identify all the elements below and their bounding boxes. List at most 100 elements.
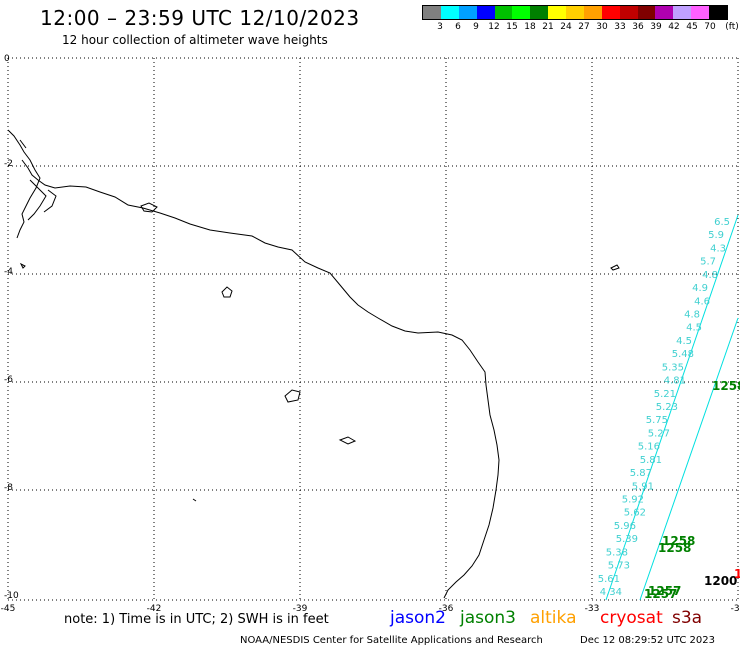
swh-label: 4.34 [600,587,622,598]
colorbar-swatch [476,6,495,19]
wave-height-colorbar [422,5,728,20]
colorbar-label: 6 [455,22,461,32]
footer-note: note: 1) Time is in UTC; 2) SWH is in fe… [64,612,329,627]
satellite-legend-item: jason3 [460,608,516,628]
swh-label: 5.92 [622,495,644,506]
colorbar-swatch [548,6,566,19]
colorbar-swatch [583,6,602,19]
satellite-legend-item: cryosat [600,608,663,628]
track-time-label: 1258 [712,379,740,393]
colorbar-swatch [530,6,549,19]
coastline-west-detail [7,129,57,239]
swh-label: 6.5 [714,217,730,228]
swh-label: 5.48 [672,349,694,360]
swh-label: 4.6 [694,296,710,307]
swh-label: 5.21 [654,389,676,400]
lon-tick-label: -39 [293,604,308,614]
lon-tick-label: -42 [147,604,162,614]
track-line [639,317,739,601]
colorbar-swatch [691,6,709,19]
swh-label: 5.91 [632,481,654,492]
swh-label: 5.23 [656,402,678,413]
swh-label: 5.96 [614,521,636,532]
credit-line: NOAA/NESDIS Center for Satellite Applica… [240,635,543,646]
lat-tick-label: -6 [4,375,13,385]
track-time-label: 1 [734,567,740,581]
swh-label: 5.39 [616,534,638,545]
colorbar-swatch [637,6,656,19]
lat-tick-label: -4 [4,267,13,277]
colorbar-swatch [655,6,674,19]
colorbar-label: 36 [632,22,644,32]
island [338,436,357,445]
coastline [7,129,620,599]
colorbar-label: 27 [578,22,590,32]
colorbar-label: 39 [650,22,662,32]
track-time-label: 1258 [658,541,691,555]
lon-tick-label: -30 [731,604,740,614]
swh-label: 5.9 [708,230,724,241]
colorbar-swatch [601,6,620,19]
colorbar-swatch [566,6,584,19]
lon-tick-label: -33 [585,604,600,614]
colorbar-label: 21 [542,22,554,32]
swh-label: 4.81 [664,376,686,387]
lon-tick-label: -45 [1,604,16,614]
satellite-legend-item: s3a [672,608,703,628]
swh-label: 5.16 [638,442,660,453]
swh-label: 5.38 [606,547,628,558]
colorbar-swatch [709,6,727,19]
colorbar-label: 33 [614,22,626,32]
swh-label: 5.75 [646,415,668,426]
swh-label: 4.8 [702,270,718,281]
colorbar-label: 9 [473,22,479,32]
colorbar-label: 45 [686,22,698,32]
track-time-labels: 1257125812581258125712001 [644,379,740,601]
island [284,389,301,403]
colorbar-label: 70 [704,22,716,32]
track-time-label: 1257 [648,584,681,598]
island [610,264,620,271]
satellite-tracks [605,214,739,601]
swh-label: 4.3 [710,243,726,254]
swh-label: 4.5 [676,336,692,347]
colorbar-label: 24 [560,22,572,32]
colorbar-swatch [458,6,477,19]
colorbar-swatch [619,6,638,19]
track-line [605,214,739,601]
axis-tick-labels: -45 -42 -39 -36 -33 -30 0 -2 -4 -6 -8 -10 [1,54,740,614]
coastline-mainland [21,159,500,599]
island [192,498,197,502]
island [19,262,26,269]
map-grid [7,57,739,601]
lat-tick-label: -10 [4,591,19,601]
page-subtitle: 12 hour collection of altimeter wave hei… [62,33,328,47]
swh-value-labels: 6.5 5.9 4.3 5.7 4.8 4.9 4.6 4.8 4.5 4.5 5.48 5.35 4.… [598,217,730,598]
colorbar-label: 12 [488,22,500,32]
track-time-label: 1200 [704,574,737,588]
page-title: 12:00 – 23:59 UTC 12/10/2023 [40,6,360,30]
satellite-legend-item: jason2 [390,608,446,628]
colorbar-swatch [423,6,441,19]
lat-tick-label: -2 [4,159,13,169]
colorbar-label: (ft) [725,22,739,32]
lon-tick-label: -36 [439,604,454,614]
swh-label: 5.35 [662,362,684,373]
track-time-label: 1258 [662,534,695,548]
colorbar-label: 30 [596,22,608,32]
colorbar-swatch [440,6,459,19]
lat-tick-label: -8 [4,483,13,493]
lat-tick-label: 0 [4,54,10,64]
colorbar-swatch [494,6,513,19]
satellite-legend-item: altika [530,608,577,628]
colorbar-labels: 3 6 9 12 15 18 21 24 27 30 33 36 39 42 45 70 (ft) [422,22,739,34]
swh-label: 5.87 [630,468,652,479]
island [140,202,158,213]
colorbar-swatch [512,6,531,19]
colorbar-swatch [673,6,692,19]
colorbar-label: 42 [668,22,680,32]
swh-label: 5.62 [624,508,646,519]
track-time-label: 1257 [644,587,677,601]
swh-label: 5.81 [640,455,662,466]
